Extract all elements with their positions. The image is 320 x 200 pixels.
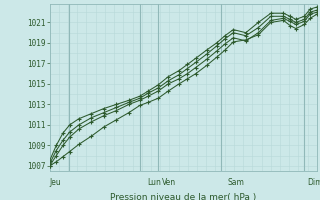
Text: Pression niveau de la mer( hPa ): Pression niveau de la mer( hPa ) [110, 193, 256, 200]
Text: Sam: Sam [227, 178, 244, 187]
Text: Ven: Ven [162, 178, 176, 187]
Text: Dim: Dim [308, 178, 320, 187]
Text: Jeu: Jeu [50, 178, 61, 187]
Text: Lun: Lun [147, 178, 161, 187]
